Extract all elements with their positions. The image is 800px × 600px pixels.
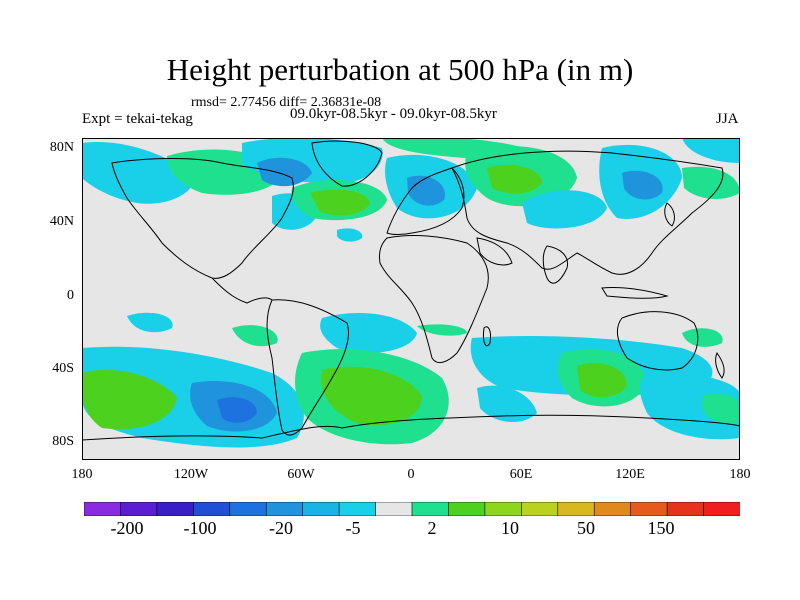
colorbar-label: -200 [110, 518, 144, 538]
world-map-plot [82, 138, 740, 460]
anomaly-green-south-pacific-east [702, 393, 740, 424]
colorbar-swatch [338, 502, 377, 516]
coastline-africa [379, 235, 489, 364]
anomaly-blue-mid-atlantic [337, 228, 363, 242]
lat-tick-label: 80S [52, 434, 74, 449]
anomaly-green-far-south-pacific [82, 369, 177, 430]
colorbar-swatch [120, 502, 158, 516]
anomaly-green-south-pacific-small [232, 325, 278, 347]
coastline-north-america [111, 157, 294, 279]
anomaly-green-tasman [682, 328, 723, 347]
colorbar-label: 150 [647, 518, 675, 538]
colorbar-swatch [411, 502, 450, 516]
anomaly-green-south-indian-core [577, 363, 627, 398]
colorbar-swatch [630, 502, 668, 516]
lat-tick-label: 80N [49, 140, 74, 155]
colorbar-swatch [666, 502, 705, 516]
lon-tick-label: 60W [287, 467, 315, 482]
anomaly-blue-europe-core [407, 175, 445, 206]
lat-tick-label: 40N [49, 214, 74, 229]
anomaly-blue-arctic-pacific [682, 138, 740, 163]
colorbar-swatch [484, 502, 522, 516]
lon-tick-label: 180 [729, 467, 751, 482]
colorbar-swatch [375, 502, 413, 516]
colorbar-swatch [193, 502, 231, 516]
stats-label: rmsd= 2.77456 diff= 2.36831e-08 [191, 95, 382, 110]
coastlines [82, 140, 740, 441]
colorbar-swatch [302, 502, 340, 516]
colorbar-swatch [521, 502, 559, 516]
anomaly-fields [82, 138, 740, 448]
anomaly-blue-south-america [320, 313, 417, 353]
coastline-europe [386, 167, 465, 235]
lon-tick-label: 0 [407, 467, 415, 482]
lat-tick-label: 0 [67, 288, 74, 303]
experiment-label: Expt = tekai-tekag [82, 111, 193, 127]
lon-tick-label: 120E [615, 467, 645, 482]
colorbar-label: -100 [183, 518, 217, 538]
anomaly-blue-south-indian-west [477, 385, 537, 423]
coastline-arabia [476, 237, 513, 266]
anomaly-green-north-atlantic-core [310, 189, 370, 216]
coastline-central-america [211, 277, 273, 304]
chart-title: Height perturbation at 500 hPa (in m) [166, 52, 634, 87]
colorbar-label: 50 [577, 518, 595, 538]
coastline-madagascar [483, 326, 491, 347]
lat-tick-label: 40S [52, 361, 74, 376]
colorbar-swatch [229, 502, 267, 516]
colorbar-swatch [557, 502, 595, 516]
anomaly-green-south-africa [417, 324, 467, 336]
colorbar-label: 2 [427, 518, 437, 538]
coastline-india [542, 245, 569, 284]
lon-tick-label: 60E [509, 467, 533, 482]
colorbar-label: 10 [501, 518, 519, 538]
coastline-greenland [311, 140, 383, 187]
coastline-asia [451, 150, 724, 275]
coastline-indonesia [601, 287, 669, 299]
anomaly-blue-nw [82, 142, 194, 204]
coastline-australia [616, 311, 699, 371]
colorbar [84, 502, 740, 516]
anomaly-green-south-atlantic-core [321, 366, 422, 426]
map-frame [82, 138, 740, 460]
season-label: JJA [716, 111, 739, 127]
colorbar-label: -20 [269, 518, 293, 538]
colorbar-swatch [593, 502, 632, 516]
colorbar-swatch [448, 502, 486, 516]
anomaly-blue-south-pacific-small [127, 312, 173, 333]
coastline-japan [664, 202, 675, 227]
colorbar-swatch [265, 502, 304, 516]
anomaly-blue-east-asia-core [622, 170, 663, 200]
coastline-south-america [266, 299, 349, 436]
period-label: 09.0kyr-08.5kyr - 09.0kyr-08.5kyr [290, 106, 497, 122]
anomaly-blue-canada-core [257, 157, 312, 187]
colorbar-label: -5 [345, 518, 361, 538]
lon-tick-label: 180 [71, 467, 93, 482]
lon-tick-label: 120W [173, 467, 209, 482]
colorbar-swatch [703, 502, 740, 516]
anomaly-blue-far-south-pacific-deep [217, 397, 257, 423]
coastline-antarctica [82, 414, 740, 441]
colorbar-swatch [84, 502, 122, 516]
colorbar-swatch [156, 502, 194, 516]
anomaly-green-siberia-core [487, 164, 542, 194]
anomaly-green-north-pacific [682, 166, 740, 200]
coastline-new-zealand [715, 351, 725, 379]
anomaly-blue-central-asia [522, 190, 607, 229]
